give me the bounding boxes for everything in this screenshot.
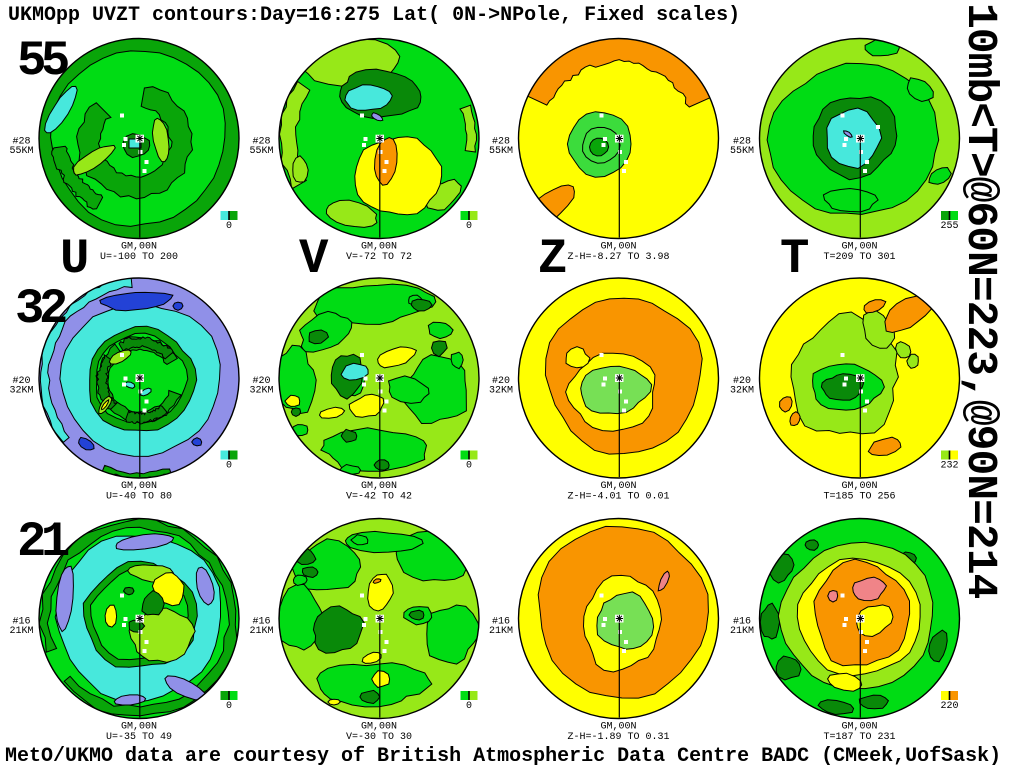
- svg-text:#16: #16: [733, 617, 751, 628]
- svg-text:21KM: 21KM: [730, 626, 754, 637]
- svg-text:T=187 TO 231: T=187 TO 231: [823, 732, 895, 743]
- svg-text:#16: #16: [492, 617, 510, 628]
- svg-text:232: 232: [940, 461, 958, 472]
- svg-text:#20: #20: [733, 376, 751, 387]
- svg-text:Z: Z: [538, 231, 567, 287]
- svg-text:T: T: [780, 231, 809, 287]
- svg-text:255: 255: [940, 221, 958, 232]
- svg-text:220: 220: [940, 701, 958, 712]
- svg-text:GM,00N: GM,00N: [361, 242, 397, 253]
- svg-text:32KM: 32KM: [249, 386, 273, 397]
- svg-text:GM,00N: GM,00N: [600, 722, 636, 733]
- svg-text:#20: #20: [252, 376, 270, 387]
- svg-text:32: 32: [15, 281, 66, 337]
- svg-text:GM,00N: GM,00N: [841, 242, 877, 253]
- svg-text:GM,00N: GM,00N: [600, 242, 636, 253]
- svg-text:U=-100 TO 200: U=-100 TO 200: [100, 252, 178, 263]
- svg-text:0: 0: [466, 701, 472, 712]
- svg-text:Z-H=-4.01 TO 0.01: Z-H=-4.01 TO 0.01: [567, 492, 669, 503]
- svg-text:#20: #20: [12, 376, 30, 387]
- svg-text:0: 0: [226, 701, 232, 712]
- svg-text:0: 0: [466, 221, 472, 232]
- svg-text:V=-30 TO 30: V=-30 TO 30: [346, 732, 412, 743]
- svg-text:0: 0: [226, 221, 232, 232]
- svg-text:GM,00N: GM,00N: [121, 722, 157, 733]
- svg-text:V=-42 TO 42: V=-42 TO 42: [346, 492, 412, 503]
- svg-text:#16: #16: [12, 617, 30, 628]
- svg-text:GM,00N: GM,00N: [361, 481, 397, 492]
- svg-text:#28: #28: [733, 137, 751, 148]
- svg-text:#28: #28: [252, 137, 270, 148]
- svg-text:21KM: 21KM: [249, 626, 273, 637]
- svg-text:55KM: 55KM: [249, 146, 273, 157]
- svg-text:0: 0: [226, 461, 232, 472]
- svg-text:55KM: 55KM: [730, 146, 754, 157]
- svg-text:V: V: [299, 231, 329, 287]
- svg-text:32KM: 32KM: [9, 386, 33, 397]
- svg-text:GM,00N: GM,00N: [121, 481, 157, 492]
- svg-text:32KM: 32KM: [489, 386, 513, 397]
- svg-text:UKMOpp UVZT contours:Day=16:27: UKMOpp UVZT contours:Day=16:275 Lat( 0N-…: [8, 4, 740, 27]
- svg-text:GM,00N: GM,00N: [121, 242, 157, 253]
- svg-text:21KM: 21KM: [489, 626, 513, 637]
- svg-text:U: U: [60, 231, 89, 287]
- svg-text:21KM: 21KM: [9, 626, 33, 637]
- svg-text:55: 55: [17, 33, 68, 89]
- svg-text:GM,00N: GM,00N: [361, 722, 397, 733]
- svg-text:GM,00N: GM,00N: [600, 481, 636, 492]
- svg-text:21: 21: [17, 514, 69, 570]
- svg-text:55KM: 55KM: [489, 146, 513, 157]
- svg-text:U=-35 TO 49: U=-35 TO 49: [106, 732, 172, 743]
- svg-text:0: 0: [466, 461, 472, 472]
- svg-text:GM,00N: GM,00N: [841, 481, 877, 492]
- svg-text:#28: #28: [12, 137, 30, 148]
- svg-text:MetO/UKMO data are courtesy of: MetO/UKMO data are courtesy of British A…: [5, 745, 1001, 768]
- svg-text:T=185 TO 256: T=185 TO 256: [823, 492, 895, 503]
- svg-text:Z-H=-1.89 TO 0.31: Z-H=-1.89 TO 0.31: [567, 732, 669, 743]
- svg-text:V=-72 TO 72: V=-72 TO 72: [346, 252, 412, 263]
- svg-text:#16: #16: [252, 617, 270, 628]
- svg-text:#20: #20: [492, 376, 510, 387]
- svg-text:U=-40 TO 80: U=-40 TO 80: [106, 492, 172, 503]
- svg-text:#28: #28: [492, 137, 510, 148]
- svg-text:10mb<T>@60N=223,@90N=214: 10mb<T>@60N=223,@90N=214: [956, 3, 1005, 598]
- svg-text:55KM: 55KM: [9, 146, 33, 157]
- svg-text:T=209 TO 301: T=209 TO 301: [823, 252, 895, 263]
- svg-text:Z-H=-8.27 TO 3.98: Z-H=-8.27 TO 3.98: [567, 252, 669, 263]
- svg-text:GM,00N: GM,00N: [841, 722, 877, 733]
- svg-text:32KM: 32KM: [730, 386, 754, 397]
